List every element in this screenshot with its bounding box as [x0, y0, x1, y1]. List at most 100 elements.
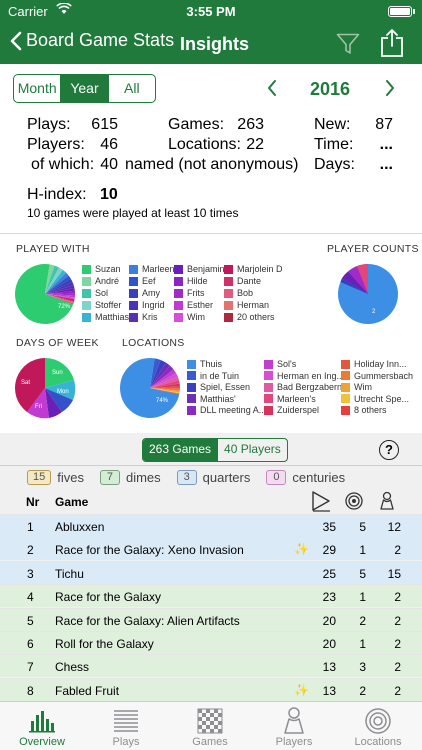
- dimes-count: 7: [99, 470, 120, 485]
- legend-item: Kris: [129, 312, 158, 322]
- table-row[interactable]: 2 Race for the Galaxy: Xeno Invasion 29 1 2 ✨: [0, 537, 422, 561]
- legend-item: André: [82, 276, 119, 286]
- legend-label: Herman: [237, 300, 270, 310]
- pie-slice: [150, 380, 180, 388]
- legend-swatch: [174, 264, 183, 274]
- legend-item: Amy: [129, 288, 160, 298]
- next-year-button[interactable]: [384, 79, 396, 102]
- legend-item: Herman en Ing...: [264, 371, 344, 381]
- table-row[interactable]: 7 Chess 13 3 2: [0, 654, 422, 678]
- table-row[interactable]: 6 Roll for the Galaxy 20 1 2: [0, 631, 422, 654]
- locations-count: 1: [359, 543, 366, 558]
- legend-label: Kris: [142, 312, 158, 322]
- player-counts-pie[interactable]: 2: [336, 262, 400, 326]
- sparkle-icon: ✨: [294, 682, 309, 697]
- pie-slice: [150, 386, 180, 389]
- played-with-pie[interactable]: 72%: [13, 262, 77, 326]
- pie-percent-label: 74%: [156, 398, 169, 404]
- list-segmented-control: 263 Games 40 Players: [142, 438, 288, 462]
- table-row[interactable]: 5 Race for the Galaxy: Alien Artifacts 20 2…: [0, 607, 422, 631]
- time-label: Time:: [314, 136, 354, 153]
- year-label: 2016: [309, 79, 351, 99]
- players-column-icon[interactable]: [378, 491, 396, 514]
- games-value: 263: [237, 116, 264, 133]
- tabbar-games[interactable]: Games: [168, 706, 252, 748]
- share-icon[interactable]: [380, 28, 404, 63]
- legend-label: Matthias': [200, 393, 236, 404]
- legend-label: Matthias: [95, 312, 130, 322]
- players-count: 2: [394, 637, 401, 651]
- table-row[interactable]: 4 Race for the Galaxy 23 1 2: [0, 584, 422, 608]
- legend-swatch: [82, 276, 91, 286]
- pie-slice: [150, 388, 180, 394]
- back-button[interactable]: Board Game Stats: [10, 30, 174, 51]
- legend-item: 20 others: [224, 312, 275, 322]
- h-index-note: 10 games were played at least 10 times: [27, 206, 239, 220]
- tabbar-overview[interactable]: Overview: [0, 706, 84, 748]
- previous-year-button[interactable]: [266, 79, 278, 102]
- locations-count: 1: [359, 637, 366, 651]
- pie-slice: [45, 294, 74, 304]
- legend-label: Gummersbach: [354, 370, 414, 381]
- pie-label-sun: Sun: [52, 370, 63, 376]
- legend-label: Holiday Inn...: [354, 359, 407, 369]
- legend-item: Spiel, Essen: [187, 382, 250, 392]
- period-all[interactable]: All: [124, 80, 140, 96]
- chevron-right-icon: [386, 80, 394, 96]
- legend-swatch: [129, 300, 138, 310]
- pie-slice: [150, 388, 180, 395]
- plays-count: 13: [322, 660, 336, 675]
- pie-slice: [150, 388, 180, 391]
- legend-item: Hilde: [174, 276, 208, 286]
- legend-swatch: [174, 276, 183, 286]
- filter-icon[interactable]: [336, 33, 360, 60]
- players-value: 46: [100, 136, 118, 153]
- column-nr[interactable]: Nr: [26, 495, 40, 509]
- tab-players[interactable]: 40 Players: [224, 442, 281, 456]
- table-row[interactable]: 3 Tichu 25 5 15: [0, 560, 422, 584]
- legend-item: Thuis: [187, 359, 222, 369]
- row-number: 8: [27, 683, 34, 698]
- legend-item: Matthias: [82, 312, 129, 322]
- legend-item: Marjolein D: [224, 264, 283, 274]
- players-count: 12: [387, 520, 401, 534]
- legend-swatch: [224, 288, 233, 298]
- period-month[interactable]: Month: [14, 75, 62, 102]
- period-year[interactable]: Year: [61, 75, 109, 102]
- game-name: Roll for the Galaxy: [55, 637, 154, 651]
- clock: 3:55 PM: [186, 4, 236, 19]
- plays-count: 25: [322, 566, 336, 581]
- tabbar-players[interactable]: Players: [252, 706, 336, 748]
- days-of-week-pie[interactable]: Sun Sat Mon Fri: [13, 356, 77, 420]
- legend-label: Benjamin: [187, 264, 225, 274]
- legend-swatch: [187, 371, 196, 380]
- legend-swatch: [129, 312, 138, 322]
- help-button[interactable]: ?: [379, 440, 399, 460]
- period-segmented-control: Month Year All: [13, 74, 156, 103]
- row-number: 3: [27, 566, 34, 581]
- table-row[interactable]: 8 Fabled Fruit 13 2 2 ✨: [0, 677, 422, 701]
- tabbar-locations[interactable]: Locations: [336, 706, 420, 748]
- plays-column-icon[interactable]: [310, 490, 332, 515]
- locations-column-icon[interactable]: [345, 492, 363, 513]
- tabbar-plays-label: Plays: [112, 736, 140, 748]
- legend-item: Utrecht Spe...: [341, 394, 409, 404]
- tab-games[interactable]: 263 Games: [143, 439, 219, 461]
- row-number: 4: [27, 590, 34, 605]
- chessboard-icon: [168, 706, 252, 736]
- legend-item: Wim: [174, 312, 205, 322]
- legend-label: Wim: [187, 312, 205, 322]
- locations-pie[interactable]: 74%: [118, 356, 182, 420]
- game-name: Tichu: [55, 566, 84, 581]
- h-index-label: H-index:: [27, 186, 87, 203]
- new-value: 87: [375, 116, 393, 133]
- column-game[interactable]: Game: [55, 495, 89, 509]
- legend-label: Wim: [354, 382, 372, 392]
- players-count: 2: [394, 543, 401, 558]
- table-row[interactable]: 1 Abluxxen 35 5 12: [0, 514, 422, 537]
- legend-swatch: [224, 276, 233, 286]
- legend-label: in de Tuin: [200, 370, 240, 381]
- legend-item: Bob: [224, 288, 253, 298]
- row-number: 5: [27, 613, 34, 628]
- tabbar-plays[interactable]: Plays: [84, 706, 168, 748]
